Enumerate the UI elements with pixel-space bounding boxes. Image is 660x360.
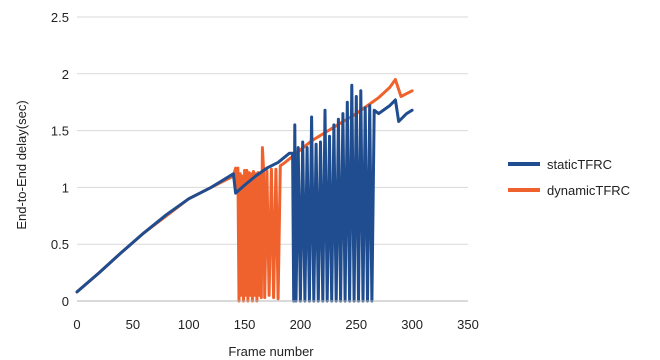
y-tick-label: 2 bbox=[62, 67, 69, 82]
legend-label-dynamicTFRC: dynamicTFRC bbox=[547, 183, 630, 198]
y-axis-title: End-to-End delay(sec) bbox=[14, 100, 29, 229]
y-tick-label: 0.5 bbox=[51, 237, 69, 252]
y-tick-label: 1 bbox=[62, 180, 69, 195]
y-axis-ticks: 0 0.5 1 1.5 2 2.5 bbox=[51, 10, 69, 309]
series-line-dynamicTFRC bbox=[75, 78, 414, 303]
x-tick-label: 250 bbox=[345, 317, 367, 332]
x-axis-title: Frame number bbox=[228, 344, 314, 359]
x-tick-label: 100 bbox=[178, 317, 200, 332]
y-tick-label: 2.5 bbox=[51, 10, 69, 25]
y-tick-label: 1.5 bbox=[51, 124, 69, 139]
legend: staticTFRC dynamicTFRC bbox=[508, 157, 630, 198]
y-tick-label: 0 bbox=[62, 294, 69, 309]
x-tick-label: 200 bbox=[290, 317, 312, 332]
x-tick-label: 300 bbox=[401, 317, 423, 332]
series-lines bbox=[75, 78, 414, 303]
x-tick-label: 0 bbox=[73, 317, 80, 332]
x-tick-label: 50 bbox=[126, 317, 140, 332]
gridlines bbox=[77, 16, 468, 245]
x-tick-label: 150 bbox=[234, 317, 256, 332]
x-axis-ticks: 0 50 100 150 200 250 300 350 bbox=[73, 317, 478, 332]
legend-label-staticTFRC: staticTFRC bbox=[547, 157, 612, 172]
x-tick-label: 350 bbox=[457, 317, 479, 332]
